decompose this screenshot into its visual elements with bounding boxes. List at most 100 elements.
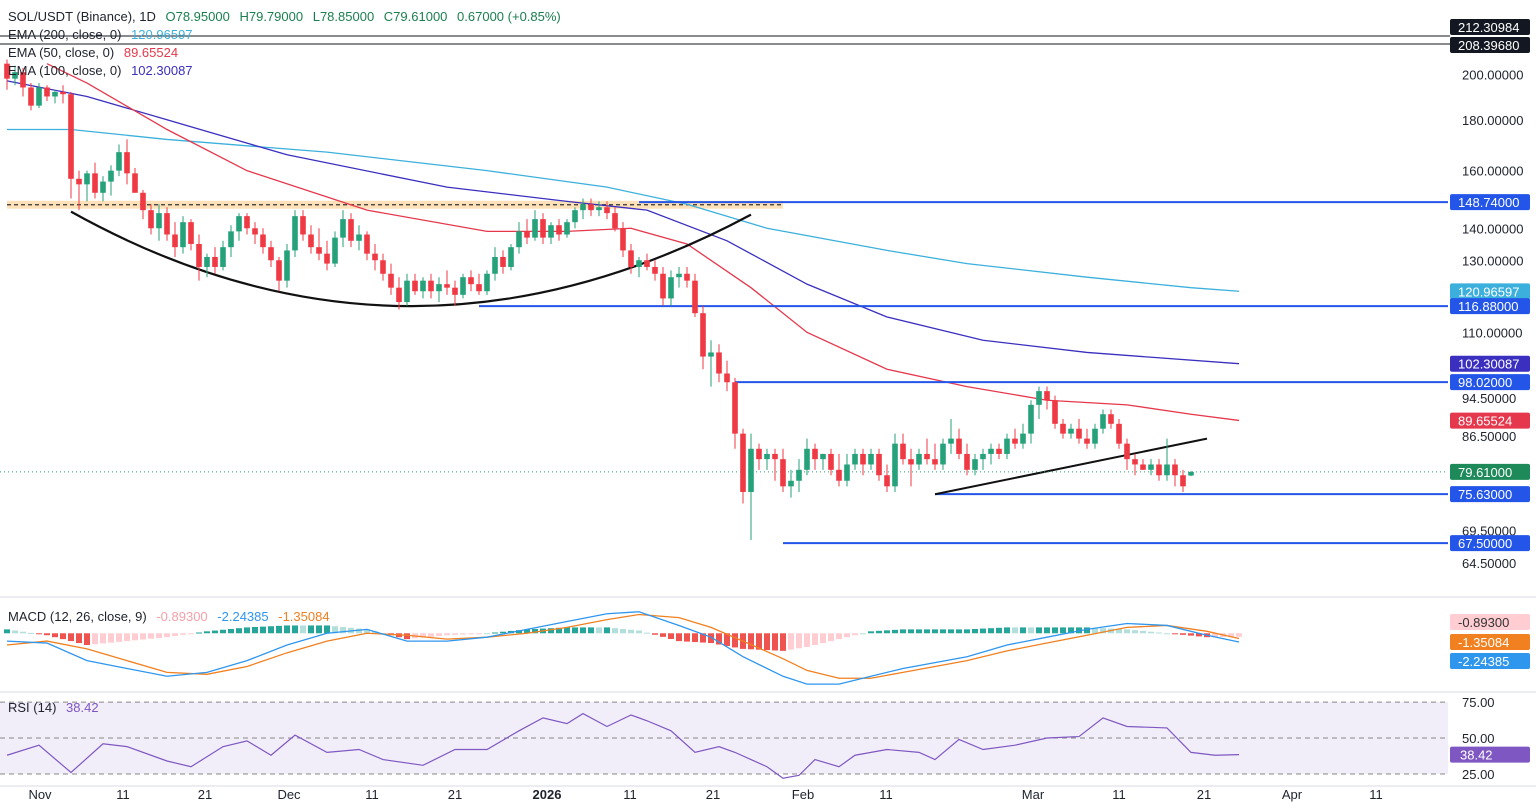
- candle-body[interactable]: [364, 234, 370, 254]
- candle-body[interactable]: [388, 273, 394, 288]
- candle-body[interactable]: [980, 453, 986, 460]
- candle-body[interactable]: [36, 87, 42, 106]
- candle-body[interactable]: [276, 260, 282, 281]
- candle-body[interactable]: [308, 234, 314, 248]
- candle-body[interactable]: [1148, 464, 1154, 470]
- candle-body[interactable]: [1156, 464, 1162, 476]
- candle-body[interactable]: [964, 453, 970, 470]
- candle-body[interactable]: [468, 277, 474, 285]
- candle-body[interactable]: [684, 273, 690, 281]
- candle-body[interactable]: [524, 231, 530, 238]
- price-tag[interactable]: [1450, 37, 1530, 53]
- candle-body[interactable]: [660, 273, 666, 299]
- candle-body[interactable]: [692, 280, 698, 314]
- candle-body[interactable]: [844, 464, 850, 481]
- candle-body[interactable]: [196, 243, 202, 267]
- candle-body[interactable]: [1140, 464, 1146, 470]
- candle-body[interactable]: [852, 453, 858, 465]
- time-axis[interactable]: Nov 11 21 Dec 11 21 2026 11 21 Feb 11 Mar 11 21 Apr 11: [0, 785, 1536, 802]
- candle-body[interactable]: [28, 87, 34, 106]
- candle-body[interactable]: [444, 284, 450, 288]
- candle-body[interactable]: [628, 250, 634, 267]
- candle-body[interactable]: [1004, 438, 1010, 454]
- candle-body[interactable]: [476, 284, 482, 292]
- ema100-legend[interactable]: EMA (100, close, 0) 102.30087: [8, 62, 199, 79]
- candle-body[interactable]: [380, 260, 386, 274]
- candle-body[interactable]: [940, 443, 946, 465]
- candle-body[interactable]: [612, 213, 618, 229]
- candle-body[interactable]: [1084, 438, 1090, 444]
- candle-body[interactable]: [884, 475, 890, 487]
- candle-body[interactable]: [1164, 464, 1170, 476]
- candle-body[interactable]: [404, 280, 410, 303]
- candle-body[interactable]: [620, 228, 626, 251]
- price-tag[interactable]: [1450, 535, 1530, 552]
- candle-body[interactable]: [236, 216, 242, 232]
- candle-body[interactable]: [116, 152, 122, 171]
- candle-body[interactable]: [708, 352, 714, 357]
- candle-body[interactable]: [356, 234, 362, 241]
- candle-body[interactable]: [1052, 400, 1058, 424]
- candle-body[interactable]: [140, 192, 146, 211]
- candle-body[interactable]: [756, 448, 762, 460]
- candle-body[interactable]: [284, 250, 290, 281]
- candle-body[interactable]: [124, 152, 130, 174]
- candle-body[interactable]: [956, 438, 962, 454]
- candle-body[interactable]: [84, 173, 90, 185]
- candle-body[interactable]: [1076, 428, 1082, 439]
- price-tag[interactable]: [1450, 194, 1530, 211]
- candle-body[interactable]: [988, 448, 994, 454]
- candle-body[interactable]: [164, 213, 170, 235]
- ema200-legend[interactable]: EMA (200, close, 0) 120.96597: [8, 26, 199, 43]
- candle-body[interactable]: [4, 63, 10, 79]
- candle-body[interactable]: [780, 459, 786, 487]
- candle-body[interactable]: [532, 219, 538, 238]
- candle-body[interactable]: [1132, 459, 1138, 465]
- candle-body[interactable]: [764, 453, 770, 460]
- candle-body[interactable]: [20, 72, 26, 88]
- candle-body[interactable]: [44, 87, 50, 97]
- candle-body[interactable]: [860, 453, 866, 465]
- candle-body[interactable]: [300, 216, 306, 235]
- candle-body[interactable]: [556, 225, 562, 235]
- candle-body[interactable]: [172, 234, 178, 248]
- candle-body[interactable]: [100, 181, 106, 193]
- candle-body[interactable]: [668, 277, 674, 299]
- candle-body[interactable]: [228, 231, 234, 248]
- candle-body[interactable]: [548, 225, 554, 238]
- candle-body[interactable]: [76, 178, 82, 185]
- candle-body[interactable]: [564, 222, 570, 235]
- macd-pane[interactable]: [0, 611, 1536, 693]
- candle-body[interactable]: [188, 222, 194, 244]
- candle-body[interactable]: [644, 260, 650, 267]
- candle-body[interactable]: [900, 443, 906, 460]
- candle-body[interactable]: [92, 173, 98, 193]
- candle-body[interactable]: [484, 273, 490, 292]
- price-tag[interactable]: [1450, 374, 1530, 391]
- candle-body[interactable]: [420, 280, 426, 292]
- candle-body[interactable]: [588, 204, 594, 211]
- candle-body[interactable]: [788, 480, 794, 487]
- candle-body[interactable]: [636, 260, 642, 267]
- price-tag[interactable]: [1450, 463, 1530, 480]
- price-tag[interactable]: [1450, 412, 1530, 429]
- candle-body[interactable]: [572, 210, 578, 223]
- candle-body[interactable]: [812, 448, 818, 460]
- candle-body[interactable]: [748, 448, 754, 492]
- candle-body[interactable]: [1100, 414, 1106, 429]
- candle-body[interactable]: [212, 256, 218, 267]
- candle-body[interactable]: [1124, 443, 1130, 460]
- candle-body[interactable]: [604, 207, 610, 214]
- candle-body[interactable]: [508, 247, 514, 267]
- candle-body[interactable]: [828, 453, 834, 470]
- candle-body[interactable]: [580, 204, 586, 211]
- candle-body[interactable]: [324, 253, 330, 264]
- candle-body[interactable]: [724, 373, 730, 383]
- candle-body[interactable]: [1108, 414, 1114, 424]
- candle-body[interactable]: [652, 266, 658, 274]
- candle-body[interactable]: [252, 228, 258, 235]
- candle-body[interactable]: [676, 273, 682, 278]
- candle-body[interactable]: [1036, 391, 1042, 405]
- price-axis[interactable]: 200.00000 180.00000 160.00000 140.00000 130.…: [0, 19, 1530, 782]
